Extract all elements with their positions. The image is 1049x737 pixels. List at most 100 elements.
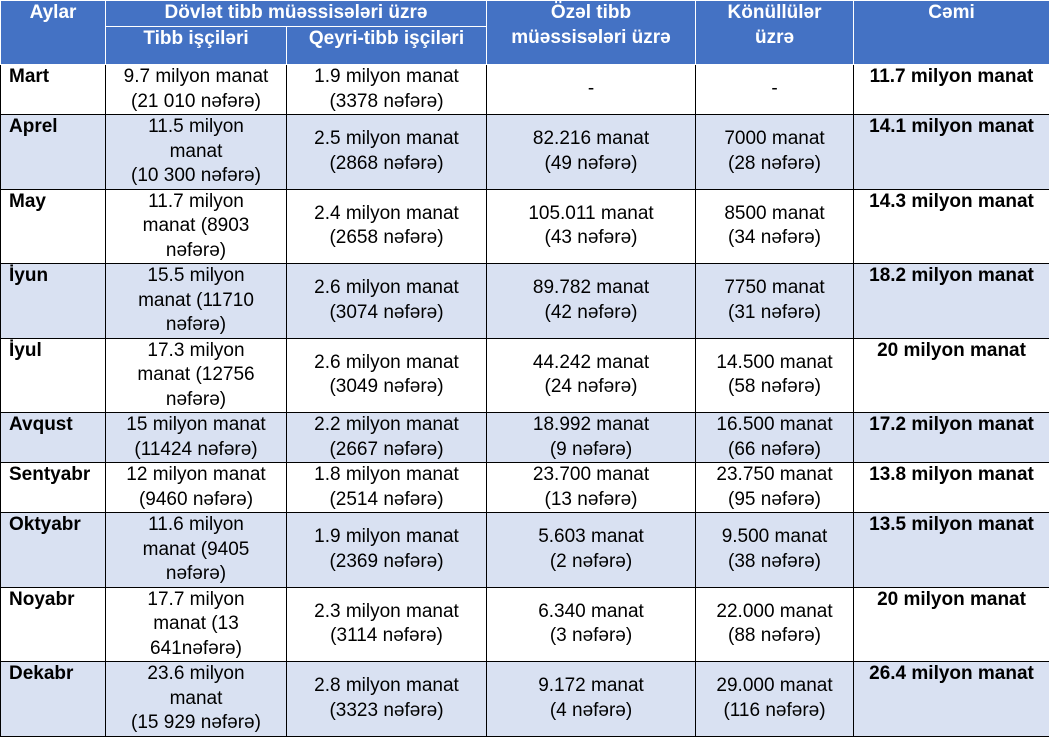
total-cell: 13.5 milyon manat (854, 513, 1049, 588)
cell-line: manat (11710 (110, 289, 282, 314)
cell-line: 2.5 milyon manat (291, 127, 482, 152)
cell-line: (2868 nəfərə) (291, 152, 482, 177)
cell-line: 11.6 milyon (110, 513, 282, 538)
cell-line: (43 nəfərə) (491, 226, 691, 251)
cell-line: (2369 nəfərə) (291, 550, 482, 575)
cell-line: (3114 nəfərə) (291, 624, 482, 649)
cell-line: 9.7 milyon manat (110, 65, 282, 90)
cell-line: (3074 nəfərə) (291, 301, 482, 326)
cell-line: 44.242 manat (491, 351, 691, 376)
cell-line: nəfərə) (110, 313, 282, 338)
cell-line: - (700, 77, 849, 102)
total-cell: 13.8 milyon manat (854, 463, 1049, 513)
header-total: Cəmi (854, 1, 1049, 65)
non-medical-workers-cell: 2.3 milyon manat(3114 nəfərə) (287, 587, 487, 662)
cell-line: 8500 manat (700, 202, 849, 227)
private-institutions-cell: 18.992 manat(9 nəfərə) (487, 413, 696, 463)
cell-line: 17.7 milyon (110, 588, 282, 613)
cell-line: (10 300 nəfərə) (110, 164, 282, 189)
total-cell: 20 milyon manat (854, 587, 1049, 662)
cell-line: (3378 nəfərə) (291, 90, 482, 115)
cell-line: (34 nəfərə) (700, 226, 849, 251)
volunteers-cell: - (696, 65, 854, 115)
month-cell: İyun (1, 264, 106, 339)
month-cell: Oktyabr (1, 513, 106, 588)
cell-line: (88 nəfərə) (700, 624, 849, 649)
cell-line: 15 milyon manat (110, 413, 282, 438)
volunteers-cell: 7750 manat(31 nəfərə) (696, 264, 854, 339)
cell-line: 16.500 manat (700, 413, 849, 438)
total-cell: 18.2 milyon manat (854, 264, 1049, 339)
cell-line: (13 nəfərə) (491, 488, 691, 513)
cell-line: (42 nəfərə) (491, 301, 691, 326)
non-medical-workers-cell: 2.8 milyon manat(3323 nəfərə) (287, 662, 487, 737)
header-volunteers-line: üzrə (700, 26, 849, 51)
cell-line: 2.2 milyon manat (291, 413, 482, 438)
table-header: Aylar Dövlət tibb müəssisələri üzrə Özəl… (1, 1, 1049, 65)
cell-line: 11.5 milyon (110, 115, 282, 140)
cell-line: (3049 nəfərə) (291, 375, 482, 400)
cell-line: (24 nəfərə) (491, 375, 691, 400)
cell-line: 12 milyon manat (110, 463, 282, 488)
cell-line: (11424 nəfərə) (110, 438, 282, 463)
cell-line: nəfərə) (110, 388, 282, 413)
private-institutions-cell: 82.216 manat(49 nəfərə) (487, 115, 696, 190)
cell-line: 23.750 manat (700, 463, 849, 488)
cell-line: (3 nəfərə) (491, 624, 691, 649)
cell-line: 15.5 milyon (110, 264, 282, 289)
volunteers-cell: 29.000 manat(116 nəfərə) (696, 662, 854, 737)
cell-line: 2.4 milyon manat (291, 202, 482, 227)
medical-workers-cell: 12 milyon manat(9460 nəfərə) (106, 463, 287, 513)
cell-line: (58 nəfərə) (700, 375, 849, 400)
medical-workers-cell: 9.7 milyon manat(21 010 nəfərə) (106, 65, 287, 115)
private-institutions-cell: 9.172 manat(4 nəfərə) (487, 662, 696, 737)
private-institutions-cell: 6.340 manat(3 nəfərə) (487, 587, 696, 662)
cell-line: (4 nəfərə) (491, 699, 691, 724)
non-medical-workers-cell: 1.8 milyon manat(2514 nəfərə) (287, 463, 487, 513)
cell-line: 1.8 milyon manat (291, 463, 482, 488)
volunteers-cell: 9.500 manat(38 nəfərə) (696, 513, 854, 588)
cell-line: 23.6 milyon (110, 662, 282, 687)
total-cell: 11.7 milyon manat (854, 65, 1049, 115)
cell-line: (38 nəfərə) (700, 550, 849, 575)
cell-line: 2.3 milyon manat (291, 600, 482, 625)
cell-line: manat (110, 140, 282, 165)
total-cell: 26.4 milyon manat (854, 662, 1049, 737)
volunteers-cell: 22.000 manat(88 nəfərə) (696, 587, 854, 662)
cell-line: (2658 nəfərə) (291, 226, 482, 251)
cell-line: 2.8 milyon manat (291, 674, 482, 699)
volunteers-cell: 8500 manat(34 nəfərə) (696, 189, 854, 264)
private-institutions-cell: 23.700 manat(13 nəfərə) (487, 463, 696, 513)
cell-line: 2.6 milyon manat (291, 351, 482, 376)
cell-line: 17.3 milyon (110, 339, 282, 364)
cell-line: (95 nəfərə) (700, 488, 849, 513)
medical-workers-cell: 15 milyon manat(11424 nəfərə) (106, 413, 287, 463)
header-medical-workers: Tibb işçiləri (106, 27, 287, 65)
month-cell: Aprel (1, 115, 106, 190)
cell-line: (2514 nəfərə) (291, 488, 482, 513)
cell-line: nəfərə) (110, 562, 282, 587)
month-cell: May (1, 189, 106, 264)
header-private-institutions: Özəl tibb müəssisələri üzrə (487, 1, 696, 65)
cell-line: 6.340 manat (491, 600, 691, 625)
cell-line: manat (12756 (110, 363, 282, 388)
cell-line: 11.7 milyon (110, 190, 282, 215)
cell-line: (116 nəfərə) (700, 699, 849, 724)
month-cell: Avqust (1, 413, 106, 463)
cell-line: - (491, 77, 691, 102)
header-private-line: müəssisələri üzrə (491, 26, 691, 51)
volunteers-cell: 7000 manat(28 nəfərə) (696, 115, 854, 190)
